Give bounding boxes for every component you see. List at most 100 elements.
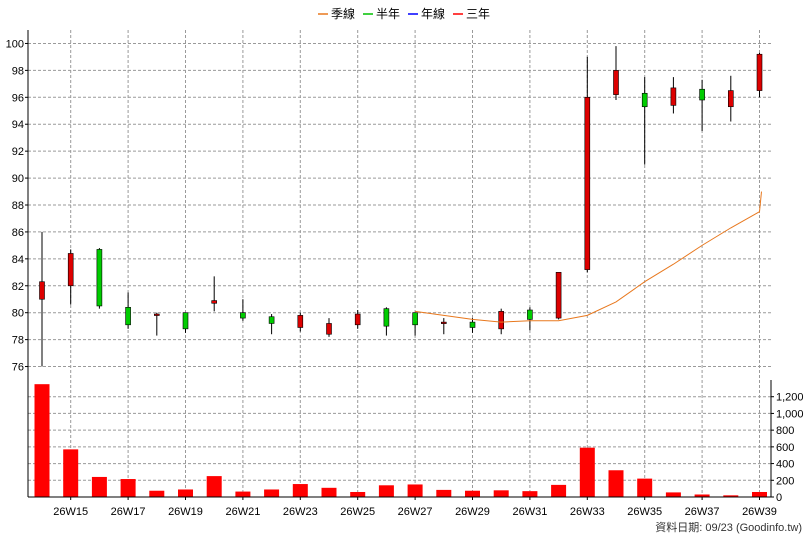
candle-body-26W18 <box>154 313 160 316</box>
price-tick-label-1: 78 <box>12 335 24 347</box>
legend-label-2: 年線 <box>421 6 445 21</box>
x-tick-label-26W35: 26W35 <box>627 506 662 518</box>
volume-bar-26W18 <box>149 490 165 497</box>
price-tick-label-12: 100 <box>6 38 24 50</box>
candle-body-26W24 <box>326 323 332 335</box>
candle-body-26W15 <box>67 253 74 287</box>
price-tick-label-11: 98 <box>12 65 24 77</box>
price-tick-label-4: 84 <box>12 254 24 266</box>
x-tick-label-26W27: 26W27 <box>398 506 433 518</box>
data-date-footer: 資料日期: 09/23 (Goodinfo.tw) <box>655 520 802 534</box>
x-tick-label-26W29: 26W29 <box>455 506 490 518</box>
volume-bar-26W27 <box>407 484 423 497</box>
volume-bar-26W34 <box>608 470 624 497</box>
x-tick-label-26W23: 26W23 <box>283 506 318 518</box>
candle-body-26W20 <box>211 300 217 304</box>
candle-body-26W34 <box>613 70 619 95</box>
candle-body-26W17 <box>125 307 131 326</box>
candle-body-26W25 <box>354 313 361 326</box>
volume-tick-label-1: 200 <box>776 475 794 487</box>
volume-bar-26W38 <box>723 495 739 497</box>
candle-body-26W28 <box>440 321 447 324</box>
price-tick-label-7: 90 <box>12 173 24 185</box>
volume-bar-26W23 <box>292 484 308 497</box>
legend: 季線 半年 年線 三年 <box>318 6 490 21</box>
volume-bar-26W21 <box>235 491 251 497</box>
x-tick-label-26W25: 26W25 <box>340 506 375 518</box>
x-tick-label-26W31: 26W31 <box>512 506 547 518</box>
price-tick-label-5: 86 <box>12 227 24 239</box>
candle-body-26W23 <box>297 315 304 328</box>
candle-body-26W32 <box>555 272 562 319</box>
candle-body-26W33 <box>584 97 591 270</box>
volume-bar-26W35 <box>637 478 653 497</box>
volume-bar-26W29 <box>465 490 480 497</box>
x-tick-label-26W39: 26W39 <box>742 506 777 518</box>
candle-body-26W27 <box>412 312 418 326</box>
volume-bar-26W20 <box>206 476 222 497</box>
volume-bar-26W33 <box>579 447 595 497</box>
volume-tick-label-3: 600 <box>776 442 794 454</box>
volume-tick-label-6: 1,200 <box>776 392 804 404</box>
volume-bar-26W31 <box>522 491 538 497</box>
volume-tick-label-5: 1,000 <box>776 408 804 420</box>
candle-body-26W22 <box>268 316 275 324</box>
candle-body-26W37 <box>699 88 705 101</box>
legend-label-3: 三年 <box>466 7 490 21</box>
volume-tick-label-2: 400 <box>776 459 794 471</box>
quarter-ma-line <box>415 191 762 323</box>
volume-tick-label-4: 800 <box>776 425 794 437</box>
x-tick-label-26W17: 26W17 <box>111 506 146 518</box>
candlesticks <box>39 46 763 367</box>
volume-bar-26W39 <box>752 491 767 497</box>
volume-bar-26W32 <box>551 484 567 497</box>
volume-bar-26W24 <box>321 487 337 497</box>
volume-bar-26W25 <box>350 491 366 497</box>
candle-body-26W36 <box>670 87 677 106</box>
legend-label-1: 半年 <box>376 7 400 21</box>
price-axis: 76 78 80 82 84 86 88 90 92 94 96 98 100 <box>6 38 28 374</box>
candle-body-26W30 <box>498 311 505 330</box>
candle-body-26W16 <box>96 249 103 307</box>
ma-quarter-polyline <box>415 191 762 323</box>
candle-body-26W35 <box>641 92 648 108</box>
price-tick-label-9: 94 <box>12 119 24 131</box>
candle-body-26W29 <box>469 321 476 328</box>
candle-body-26W19 <box>182 312 189 330</box>
volume-bar-26W14 <box>34 384 50 497</box>
volume-bar-26W36 <box>665 492 681 497</box>
candle-body-26W14 <box>39 281 45 300</box>
volume-bar-26W19 <box>178 489 193 497</box>
price-tick-label-3: 82 <box>12 281 24 293</box>
price-tick-label-0: 76 <box>12 362 24 374</box>
plot-frame <box>27 30 772 498</box>
volume-bar-26W26 <box>378 485 394 497</box>
legend-label-0: 季線 <box>331 6 355 21</box>
volume-bar-26W28 <box>436 489 452 497</box>
x-axis: 26W15 26W17 26W19 26W21 26W23 26W25 26W27 26W29… <box>53 497 777 518</box>
candle-body-26W38 <box>727 90 734 108</box>
volume-bar-26W16 <box>91 476 107 497</box>
volume-bar-26W15 <box>63 449 79 497</box>
volume-axis: 0 200 400 600 800 1,000 1,200 <box>771 392 804 504</box>
x-tick-label-26W37: 26W37 <box>685 506 720 518</box>
volume-tick-label-0: 0 <box>776 492 782 504</box>
volume-bar-26W17 <box>120 479 136 497</box>
candle-body-26W39 <box>756 53 763 91</box>
volume-bar-26W22 <box>264 489 280 497</box>
candle-body-26W21 <box>240 312 246 319</box>
x-tick-label-26W15: 26W15 <box>53 506 88 518</box>
x-tick-label-26W19: 26W19 <box>168 506 203 518</box>
volume-bar-26W37 <box>694 494 710 497</box>
price-tick-label-6: 88 <box>12 200 24 212</box>
price-tick-label-10: 96 <box>12 92 24 104</box>
volume-bar-26W30 <box>493 490 509 497</box>
x-tick-label-26W33: 26W33 <box>570 506 605 518</box>
candle-body-26W26 <box>383 308 390 327</box>
x-tick-label-26W21: 26W21 <box>225 506 260 518</box>
price-tick-label-8: 92 <box>12 146 24 158</box>
volume-bars <box>34 384 767 497</box>
candle-body-26W31 <box>527 309 533 320</box>
